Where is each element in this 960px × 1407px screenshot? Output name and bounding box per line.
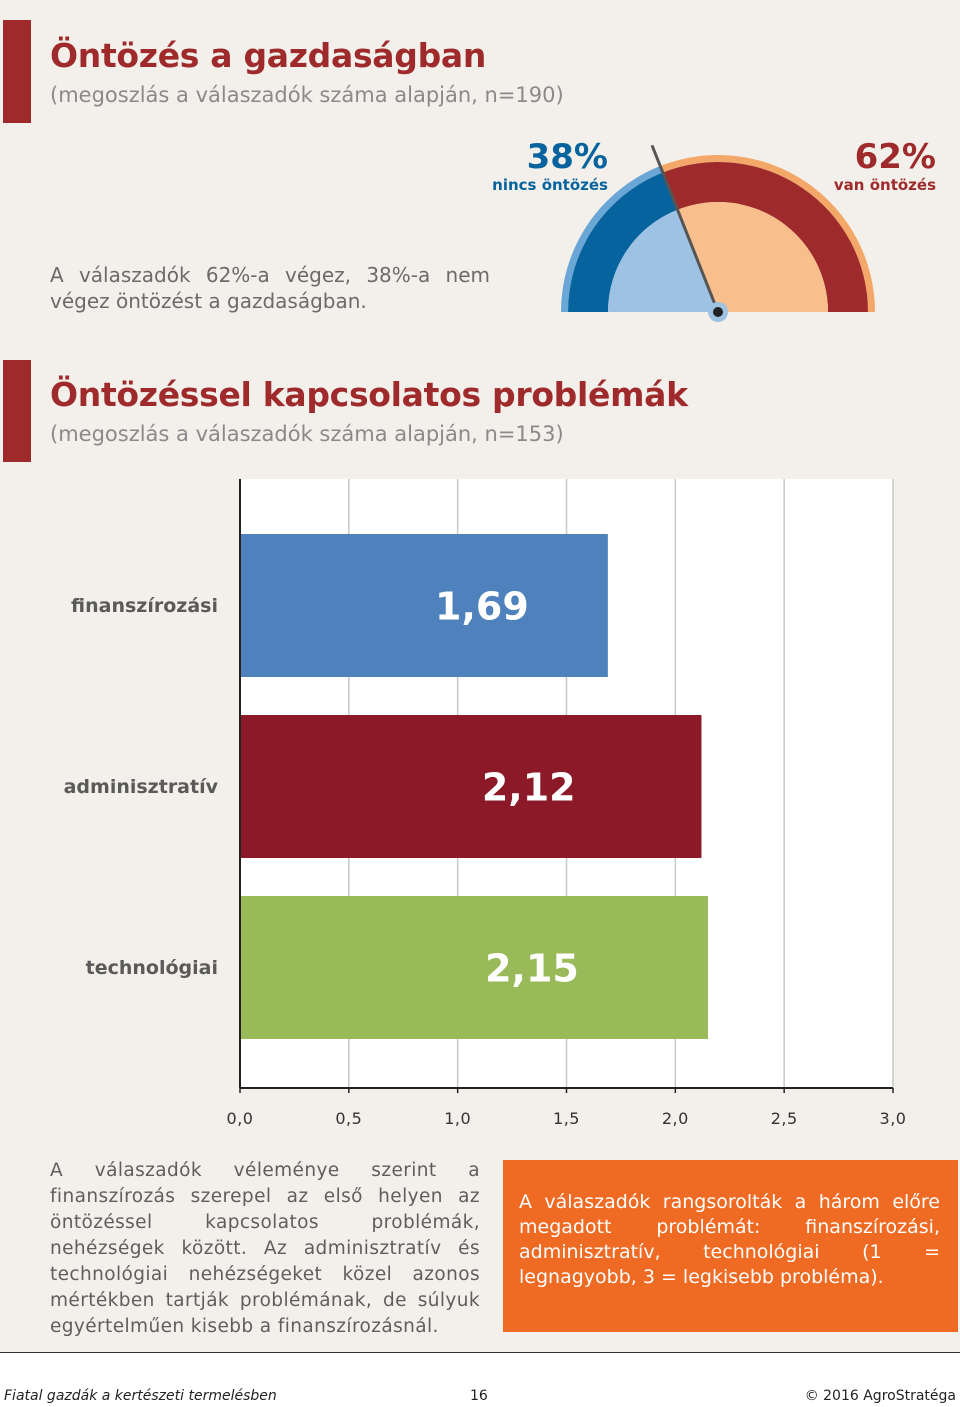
footer-page-number: 16 bbox=[470, 1388, 488, 1404]
gauge-chart bbox=[561, 144, 875, 322]
gauge-outer-rim-no-irrigation bbox=[561, 166, 663, 312]
footer-divider bbox=[0, 1352, 960, 1353]
section1-title: Öntözés a gazdaságban bbox=[50, 36, 487, 75]
x-tick-label: 2,5 bbox=[771, 1109, 798, 1128]
bar-2 bbox=[241, 896, 708, 1039]
bar-value-label: 2,12 bbox=[482, 766, 576, 810]
gauge-needle bbox=[650, 144, 720, 314]
bar-value-label: 2,15 bbox=[485, 947, 579, 991]
section2-accent-bar bbox=[3, 360, 31, 462]
gauge-outer-rim-irrigation bbox=[660, 155, 875, 312]
gauge-irrigation-label: van öntözés bbox=[833, 176, 936, 194]
bar-0 bbox=[241, 534, 608, 677]
gauge-fill-no-irrigation bbox=[608, 209, 718, 312]
gauge-ring-no-irrigation bbox=[568, 172, 678, 312]
category-label: adminisztratív bbox=[63, 775, 218, 798]
x-tick-label: 0,0 bbox=[227, 1109, 254, 1128]
section1-accent-bar bbox=[3, 20, 31, 123]
section1-subtitle: (megoszlás a válaszadók száma alapján, n… bbox=[50, 83, 564, 107]
gauge-fill-irrigation bbox=[677, 201, 828, 312]
bar-chart: 0,0 0,5 1,0 1,5 2,0 2,5 3,0 1,69 2,12 2,15 bbox=[227, 479, 907, 1128]
method-note-text: A válaszadók rangsorolták a három előre … bbox=[519, 1191, 940, 1288]
gauge-ring-irrigation bbox=[662, 161, 868, 312]
gauge-irrigation-pct: 62% bbox=[854, 137, 936, 177]
gauge-hub bbox=[713, 307, 723, 317]
section2-title: Öntözéssel kapcsolatos problémák bbox=[50, 375, 688, 414]
x-tick-label: 0,5 bbox=[335, 1109, 362, 1128]
x-tick-label: 3,0 bbox=[880, 1109, 907, 1128]
x-tick-label: 1,0 bbox=[444, 1109, 471, 1128]
section1-intro-text: A válaszadók 62%-a végez, 38%-a nem vége… bbox=[50, 263, 490, 313]
footer-copyright: © 2016 AgroStratéga bbox=[804, 1388, 956, 1404]
gauge-no-irrigation-label: nincs öntözés bbox=[492, 176, 608, 194]
bar-1 bbox=[241, 715, 702, 858]
x-tick-label: 2,0 bbox=[662, 1109, 689, 1128]
category-label: technológiai bbox=[85, 956, 218, 979]
section2-subtitle: (megoszlás a válaszadók száma alapján, n… bbox=[50, 422, 564, 446]
method-note-box: A válaszadók rangsorolták a három előre … bbox=[503, 1160, 958, 1332]
gauge-no-irrigation-pct: 38% bbox=[526, 137, 608, 177]
x-tick-label: 1,5 bbox=[553, 1109, 580, 1128]
category-label: finanszírozási bbox=[71, 594, 218, 617]
bar-value-label: 1,69 bbox=[435, 585, 529, 629]
footer-publication: Fiatal gazdák a kertészeti termelésben bbox=[4, 1388, 277, 1404]
analysis-text: A válaszadók véleménye szerint a finansz… bbox=[50, 1160, 480, 1337]
